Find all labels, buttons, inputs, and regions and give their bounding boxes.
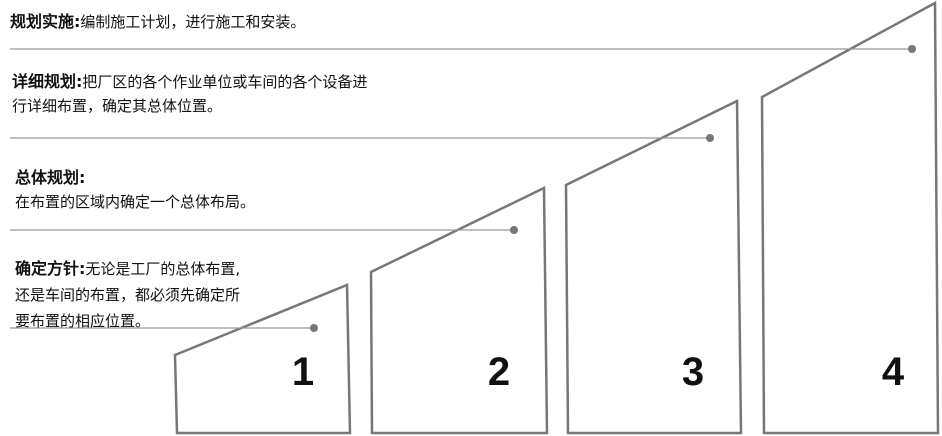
step-shape-3 [564,99,743,435]
step-text-1: 确定方针:无论是工厂的总体布置, 还是车间的布置，都必须先确定所 要布置的相应位… [15,256,240,334]
step-line: 在布置的区域内确定一个总体布局。 [15,193,256,211]
step-text-2: 总体规划: 在布置的区域内确定一个总体布局。 [15,166,255,214]
step-title-3: 详细规划: [12,72,83,91]
step-title-4: 规划实施: [10,12,81,31]
step-shape-4 [760,0,940,435]
step-line: 编制施工计划，进行施工和安装。 [80,13,306,31]
step-line: 行详细布置，确定其总体位置。 [12,97,223,115]
step-number-3: 3 [682,350,704,394]
step-title-1: 确定方针: [15,259,86,278]
step-title-2: 总体规划: [15,168,86,187]
step-line: 把厂区的各个作业单位或车间的各个设备进 [82,73,368,91]
step-line: 无论是工厂的总体布置, [85,260,241,278]
step-number-4: 4 [882,350,905,394]
step-shape-1 [173,283,352,435]
leader-dot-2 [510,226,518,234]
step-shape-2 [369,186,549,435]
step-number-1: 1 [292,350,314,394]
leader-dot-3 [706,134,714,142]
step-number-2: 2 [488,350,510,394]
step-text-3: 详细规划:把厂区的各个作业单位或车间的各个设备进 行详细布置，确定其总体位置。 [12,70,367,118]
leader-dot-4 [908,45,916,53]
leader-dot-1 [310,324,318,332]
step-line: 要布置的相应位置。 [15,312,151,330]
step-line: 还是车间的布置，都必须先确定所 [15,286,241,304]
step-text-4: 规划实施:编制施工计划，进行施工和安装。 [10,10,305,34]
